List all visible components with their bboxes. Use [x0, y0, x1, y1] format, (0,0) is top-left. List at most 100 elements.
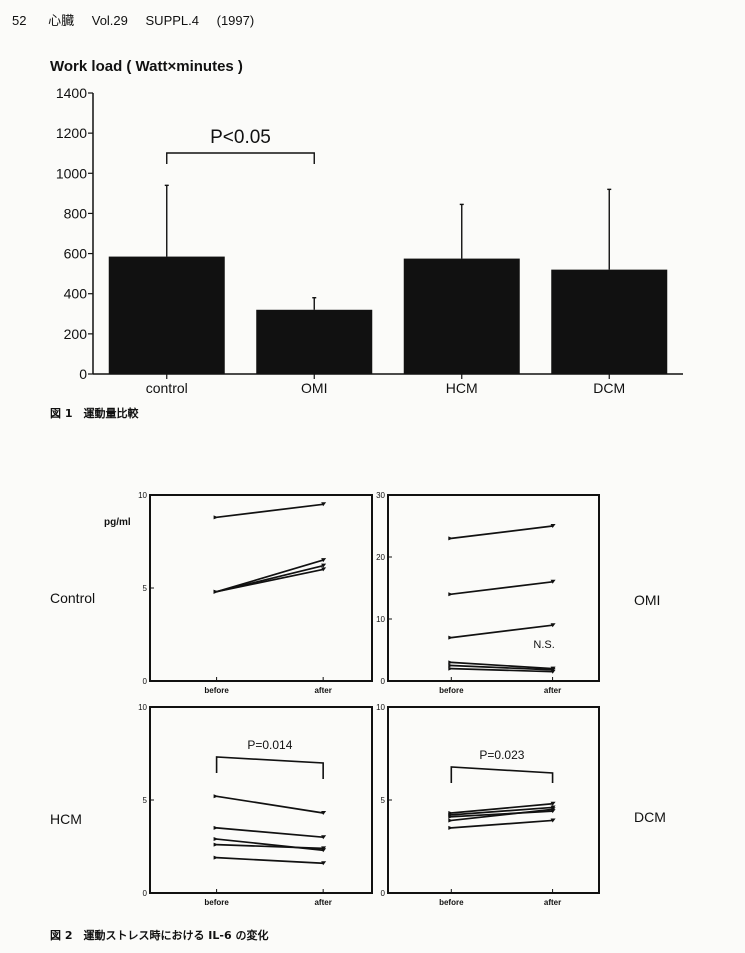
series-line — [451, 525, 553, 540]
point-marker — [321, 563, 327, 568]
panel-frame — [149, 494, 373, 682]
point-marker — [448, 635, 454, 640]
point-marker — [321, 811, 327, 816]
y-tick-label: 600 — [64, 246, 88, 262]
point-marker — [448, 663, 454, 668]
ns-label: N.S. — [533, 639, 554, 651]
series-line — [451, 808, 553, 822]
point-marker — [321, 567, 327, 572]
point-marker — [321, 502, 327, 507]
series-line — [216, 827, 324, 839]
x-tick-label: OMI — [301, 380, 327, 396]
point-marker — [550, 669, 556, 674]
series-line — [216, 843, 324, 850]
panel-label-control: Control — [50, 590, 96, 606]
y-tick-label: 10 — [376, 703, 385, 712]
panel-label-dcm: DCM — [634, 809, 666, 825]
x-tick-label: before — [204, 898, 229, 907]
y-tick-label: 10 — [376, 615, 385, 624]
il6-line-charts: pg/ml 0 5 10 before after 0 10 20 30 before after N.… — [104, 491, 600, 907]
y-tick-label: 400 — [64, 286, 88, 302]
point-marker — [321, 835, 327, 840]
point-marker — [448, 814, 454, 819]
point-marker — [448, 536, 454, 541]
point-marker — [448, 818, 454, 823]
series-line — [451, 580, 553, 596]
significance-bracket — [215, 756, 324, 779]
panel-omi: 0 10 20 30 before after N.S. — [376, 491, 600, 695]
series-line — [451, 806, 553, 816]
y-tick-label: 5 — [143, 584, 148, 593]
y-tick-label: 0 — [143, 889, 148, 898]
point-marker — [213, 837, 219, 842]
y-tick-label: 1200 — [56, 125, 87, 141]
page-number: 52 — [12, 13, 27, 28]
panel-frame — [387, 494, 600, 682]
y-tick-label: 30 — [376, 491, 385, 500]
point-marker — [448, 592, 454, 597]
y-tick-label: 5 — [143, 796, 148, 805]
point-marker — [213, 794, 219, 799]
series-line — [216, 503, 324, 519]
journal-year: (1997) — [216, 13, 255, 28]
series-line — [451, 664, 553, 671]
y-tick-label: 0 — [381, 677, 386, 686]
significance-bracket — [450, 766, 554, 783]
y-tick-label: 5 — [381, 796, 386, 805]
series-line — [451, 661, 553, 670]
bar — [551, 269, 668, 374]
point-marker — [321, 558, 327, 563]
x-tick-label: before — [439, 686, 464, 695]
panel-label-hcm: HCM — [50, 811, 82, 827]
x-tick-label: HCM — [446, 380, 478, 396]
series-line — [216, 795, 324, 814]
series-line — [216, 568, 324, 593]
series-line — [216, 856, 324, 865]
y-tick-label: 0 — [143, 677, 148, 686]
bar — [108, 256, 225, 374]
point-marker — [550, 801, 556, 806]
point-marker — [213, 825, 219, 830]
point-marker — [448, 660, 454, 665]
significance-label: P<0.05 — [210, 127, 271, 148]
y-tick-label: 10 — [138, 703, 147, 712]
x-tick-label: before — [439, 898, 464, 907]
x-tick-label: after — [314, 898, 331, 907]
series-line — [451, 624, 553, 639]
point-marker — [550, 579, 556, 584]
y-tick-label: 1000 — [56, 165, 87, 181]
bar — [256, 309, 373, 374]
panel-hcm: 0 5 10 before after P=0.014 — [138, 703, 373, 907]
fig2-caption: 図 2 運動ストレス時における IL-6 の変化 — [50, 929, 269, 942]
y-tick-label: 0 — [79, 366, 87, 382]
y-tick-label: 800 — [64, 205, 88, 221]
series-line — [451, 819, 553, 829]
y-axis-label: Work load ( Watt×minutes ) — [50, 58, 243, 75]
panel-label-omi: OMI — [634, 592, 661, 608]
unit-label: pg/ml — [104, 517, 131, 528]
y-tick-label: 0 — [381, 889, 386, 898]
bar — [403, 258, 520, 374]
series-line — [451, 810, 553, 818]
workload-bar-chart: Work load ( Watt×minutes ) 0 200 400 600 800 1… — [50, 58, 683, 396]
point-marker — [448, 825, 454, 830]
point-marker — [213, 589, 219, 594]
significance-bracket — [166, 152, 315, 164]
point-marker — [213, 842, 219, 847]
significance-label: P=0.023 — [479, 748, 524, 762]
y-tick-label: 1400 — [56, 85, 87, 101]
significance-label: P=0.014 — [247, 738, 292, 752]
x-tick-label: after — [544, 898, 561, 907]
point-marker — [448, 666, 454, 671]
point-marker — [321, 848, 327, 853]
x-tick-label: control — [146, 380, 188, 396]
x-tick-label: before — [204, 686, 229, 695]
series-line — [451, 802, 553, 814]
point-marker — [550, 524, 556, 528]
point-marker — [213, 855, 219, 860]
y-tick-label: 10 — [138, 491, 147, 500]
panel-dcm: 0 5 10 before after P=0.023 — [376, 703, 600, 907]
journal-volume: Vol.29 — [91, 13, 128, 28]
panel-frame — [387, 706, 600, 894]
x-tick-label: DCM — [593, 380, 625, 396]
